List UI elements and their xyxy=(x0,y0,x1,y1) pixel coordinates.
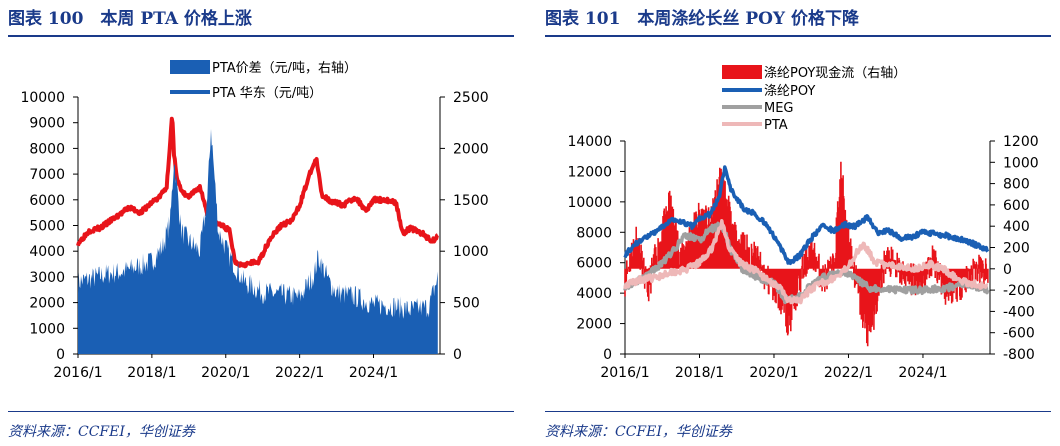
left-tick-label: 8000 xyxy=(576,225,612,241)
left-tick-label: 9000 xyxy=(29,116,65,132)
right-tick-label: 0 xyxy=(1003,262,1012,278)
left-tick-label: 3000 xyxy=(29,270,65,286)
chart-1 xyxy=(73,60,445,358)
x-tick-label: 2024/1 xyxy=(898,365,947,381)
right-tick-label: 1000 xyxy=(453,244,489,260)
legend-label: PTA价差（元/吨，右轴） xyxy=(212,61,357,76)
series-pta-east-line xyxy=(76,116,439,269)
x-tick-label: 2020/1 xyxy=(749,365,798,381)
right-tick-label: 2500 xyxy=(453,90,489,106)
left-tick-label: 4000 xyxy=(29,244,65,260)
left-tick-label: 2000 xyxy=(576,317,612,333)
source-left: 资料来源：CCFEI，华创证券 xyxy=(8,424,195,440)
series-poy-line xyxy=(623,165,990,266)
legend-swatch xyxy=(722,65,762,79)
left-tick-label: 1000 xyxy=(29,321,65,337)
right-tick-label: -400 xyxy=(1003,304,1035,320)
left-tick-label: 6000 xyxy=(576,256,612,272)
left-tick-label: 5000 xyxy=(29,219,65,235)
panel-title-right: 图表 101 本周涤纶长丝 POY 价格下降 xyxy=(545,9,859,29)
right-tick-label: 1200 xyxy=(1003,134,1039,150)
source-rule-right xyxy=(545,411,1051,412)
right-tick-label: -200 xyxy=(1003,283,1035,299)
right-tick-label: 200 xyxy=(1003,241,1030,257)
right-tick-label: 0 xyxy=(453,347,462,363)
x-tick-label: 2016/1 xyxy=(600,365,649,381)
series-pta-spread-area xyxy=(78,129,438,354)
right-tick-label: 800 xyxy=(1003,177,1030,193)
left-tick-label: 14000 xyxy=(567,134,612,150)
left-tick-label: 10000 xyxy=(20,90,65,106)
x-tick-label: 2020/1 xyxy=(201,365,250,381)
legend-label: MEG xyxy=(764,101,794,116)
left-tick-label: 4000 xyxy=(576,286,612,302)
series-pta-line xyxy=(623,219,989,305)
legend-label: PTA 华东（元/吨） xyxy=(212,86,322,101)
left-tick-label: 12000 xyxy=(567,164,612,180)
legend-swatch xyxy=(170,60,210,74)
right-tick-label: 2000 xyxy=(453,141,489,157)
chart-2 xyxy=(620,65,995,358)
legend-label: PTA xyxy=(764,118,788,133)
title-rule-left xyxy=(8,35,514,37)
right-tick-label: 600 xyxy=(1003,198,1030,214)
source-right: 资料来源：CCFEI，华创证券 xyxy=(545,424,732,440)
left-tick-label: 0 xyxy=(56,347,65,363)
left-tick-label: 8000 xyxy=(29,141,65,157)
left-tick-label: 2000 xyxy=(29,296,65,312)
right-tick-label: 1500 xyxy=(453,193,489,209)
x-tick-label: 2018/1 xyxy=(127,365,176,381)
x-tick-label: 2022/1 xyxy=(824,365,873,381)
series-poy-cashflow-bars xyxy=(624,161,989,347)
right-tick-label: 500 xyxy=(453,296,480,312)
x-tick-label: 2016/1 xyxy=(53,365,102,381)
left-tick-label: 6000 xyxy=(29,193,65,209)
x-tick-label: 2024/1 xyxy=(349,365,398,381)
x-tick-label: 2018/1 xyxy=(675,365,724,381)
x-tick-label: 2022/1 xyxy=(275,365,324,381)
left-tick-label: 0 xyxy=(603,347,612,363)
right-tick-label: 400 xyxy=(1003,219,1030,235)
legend-label: 涤纶POY现金流（右轴） xyxy=(764,65,906,81)
title-rule-right xyxy=(545,35,1051,37)
right-tick-label: -800 xyxy=(1003,347,1035,363)
left-tick-label: 7000 xyxy=(29,167,65,183)
panel-title-left: 图表 100 本周 PTA 价格上涨 xyxy=(8,9,252,29)
right-tick-label: 1000 xyxy=(1003,155,1039,171)
legend-label: 涤纶POY xyxy=(764,84,815,99)
left-tick-label: 10000 xyxy=(567,195,612,211)
right-tick-label: -600 xyxy=(1003,326,1035,342)
source-rule-left xyxy=(8,411,514,412)
